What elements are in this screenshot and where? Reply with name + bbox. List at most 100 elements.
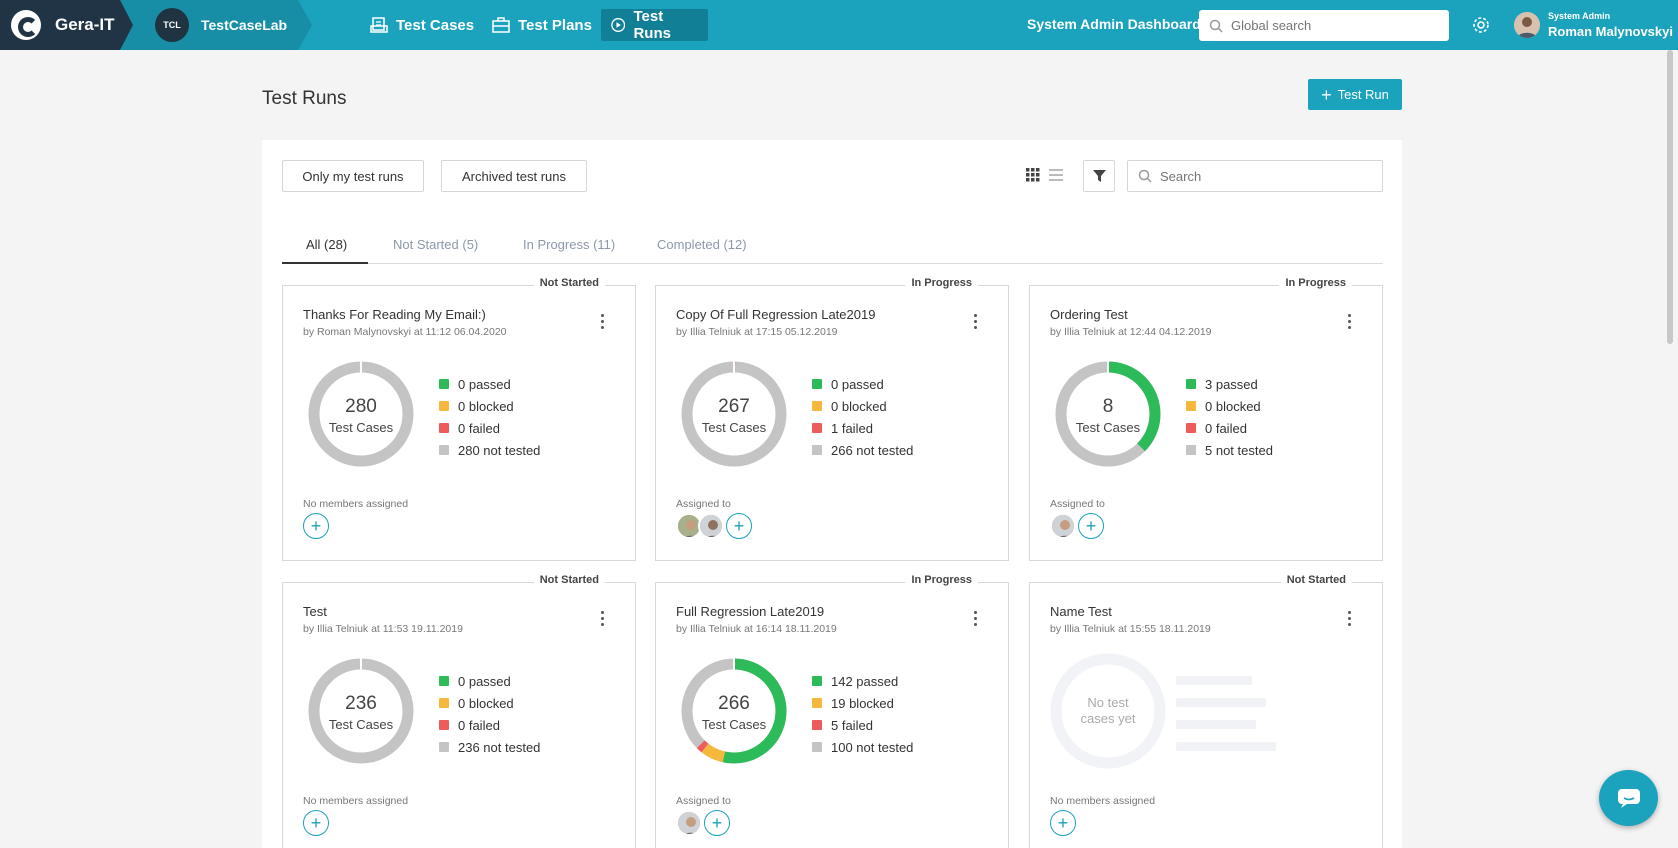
donut-start-marker	[360, 360, 362, 374]
card-menu-icon[interactable]	[1348, 314, 1352, 332]
run-status-badge: Not Started	[533, 277, 605, 289]
test-runs-search[interactable]	[1127, 160, 1383, 192]
brand-name: Gera-IT	[55, 15, 115, 34]
total-test-cases-count: 266	[718, 693, 750, 714]
blocked-swatch	[439, 698, 449, 708]
member-avatar[interactable]	[676, 513, 702, 539]
page-scrollbar[interactable]	[1667, 50, 1673, 344]
user-role: System Admin	[1548, 11, 1611, 21]
donut-start-marker	[733, 657, 735, 671]
nav-test-plans[interactable]: Test Plans	[482, 9, 602, 41]
card-menu-icon[interactable]	[601, 611, 605, 629]
filter-icon	[1092, 169, 1106, 182]
legend-not-tested: 100 not tested	[812, 736, 913, 758]
test-run-card[interactable]: In Progress Full Regression Late2019 by Il…	[655, 574, 1009, 848]
passed-swatch	[812, 379, 822, 389]
only-my-test-runs-filter[interactable]: Only my test runs	[282, 160, 424, 192]
run-meta: by Illia Telniuk at 17:15 05.12.2019	[676, 326, 838, 338]
nav-test-cases-label: Test Cases	[396, 16, 475, 34]
filter-button[interactable]	[1083, 160, 1115, 192]
add-member-button[interactable]: +	[1050, 810, 1076, 836]
add-member-button[interactable]: +	[303, 513, 329, 539]
run-status-badge: In Progress	[1279, 277, 1352, 289]
total-test-cases-count: 236	[345, 693, 377, 714]
legend-passed: 0 passed	[439, 373, 540, 395]
new-test-run-label: Test Run	[1337, 87, 1389, 102]
nav-test-cases[interactable]: Test Cases	[360, 9, 484, 41]
not-tested-swatch	[812, 742, 822, 752]
not-tested-swatch	[812, 445, 822, 455]
list-view-icon[interactable]	[1049, 168, 1063, 182]
brand-home-link[interactable]: Gera-IT	[0, 0, 145, 50]
run-meta: by Illia Telniuk at 12:44 04.12.2019	[1050, 326, 1212, 338]
run-meta: by Illia Telniuk at 16:14 18.11.2019	[676, 623, 837, 635]
global-search-input[interactable]	[1231, 18, 1431, 33]
member-avatar[interactable]	[676, 810, 702, 836]
legend-failed: 0 failed	[439, 714, 540, 736]
legend-failed: 1 failed	[812, 417, 913, 439]
run-title[interactable]: Ordering Test	[1050, 307, 1128, 322]
gear-icon[interactable]	[1471, 15, 1491, 35]
project-switcher[interactable]: TCL TestCaseLab	[120, 0, 312, 50]
user-name[interactable]: Roman Malynovskyi	[1548, 24, 1673, 39]
passed-count: 142 passed	[831, 673, 899, 689]
not-tested-count: 280 not tested	[458, 442, 541, 458]
test-run-card[interactable]: Not Started Thanks For Reading My Email:)…	[282, 277, 636, 561]
add-member-button[interactable]: +	[1078, 513, 1104, 539]
progress-donut	[1055, 360, 1161, 467]
run-title[interactable]: Thanks For Reading My Email:)	[303, 307, 486, 322]
member-avatar[interactable]	[698, 513, 724, 539]
global-search[interactable]	[1199, 10, 1449, 41]
page-title: Test Runs	[262, 88, 347, 109]
tab-all[interactable]: All (28)	[306, 237, 348, 252]
results-legend: 0 passed 0 blocked 1 failed 266 not test…	[812, 373, 913, 461]
test-run-card[interactable]: Not Started Test by Illia Telniuk at 11:53…	[282, 574, 636, 848]
progress-donut	[681, 657, 787, 764]
assignment-label: Assigned to	[1050, 498, 1105, 510]
add-member-button[interactable]: +	[303, 810, 329, 836]
assignment-label: No members assigned	[303, 498, 409, 510]
card-menu-icon[interactable]	[1348, 611, 1352, 629]
card-menu-icon[interactable]	[974, 611, 978, 629]
run-title[interactable]: Full Regression Late2019	[676, 604, 825, 619]
legend-passed: 0 passed	[812, 373, 913, 395]
tab-completed[interactable]: Completed (12)	[657, 237, 747, 252]
passed-swatch	[1186, 379, 1196, 389]
nav-test-runs[interactable]: Test Runs	[601, 8, 708, 42]
add-member-button[interactable]: +	[704, 810, 730, 836]
no-test-cases-label: No test cases yet	[1080, 695, 1136, 726]
play-circle-icon	[611, 17, 626, 33]
legend-placeholder	[1176, 720, 1256, 729]
run-status-badge: Not Started	[533, 574, 605, 586]
failed-count: 0 failed	[458, 717, 500, 733]
card-menu-icon[interactable]	[601, 314, 605, 332]
card-menu-icon[interactable]	[974, 314, 978, 332]
grid-view-icon[interactable]	[1026, 168, 1040, 182]
run-title[interactable]: Test	[303, 604, 327, 619]
test-runs-search-input[interactable]	[1160, 168, 1370, 184]
new-test-run-button[interactable]: + Test Run	[1308, 79, 1402, 110]
test-run-card[interactable]: Not Started Name Test by Illia Telniuk at …	[1029, 574, 1383, 848]
test-run-card[interactable]: In Progress Copy Of Full Regression Late2…	[655, 277, 1009, 561]
member-avatar[interactable]	[1050, 513, 1076, 539]
tab-in-progress[interactable]: In Progress (11)	[523, 237, 616, 252]
blocked-swatch	[439, 401, 449, 411]
system-admin-dashboard-link[interactable]: System Admin Dashboard	[1027, 16, 1201, 32]
test-run-card[interactable]: In Progress Ordering Test by Illia Telniuk…	[1029, 277, 1383, 561]
run-title[interactable]: Name Test	[1050, 604, 1112, 619]
results-legend: 0 passed 0 blocked 0 failed 280 not test…	[439, 373, 540, 461]
chat-widget-button[interactable]	[1599, 770, 1658, 826]
assigned-members: +	[1050, 810, 1076, 836]
run-title[interactable]: Copy Of Full Regression Late2019	[676, 307, 876, 322]
search-icon	[1209, 19, 1223, 33]
assigned-members: +	[1050, 513, 1104, 539]
donut-start-marker	[733, 360, 735, 374]
passed-swatch	[812, 676, 822, 686]
user-avatar[interactable]	[1514, 12, 1540, 38]
archived-test-runs-filter[interactable]: Archived test runs	[441, 160, 587, 192]
tab-not-started[interactable]: Not Started (5)	[393, 237, 479, 252]
assigned-members: +	[676, 513, 752, 539]
legend-blocked: 19 blocked	[812, 692, 913, 714]
add-member-button[interactable]: +	[726, 513, 752, 539]
legend-failed: 0 failed	[439, 417, 540, 439]
